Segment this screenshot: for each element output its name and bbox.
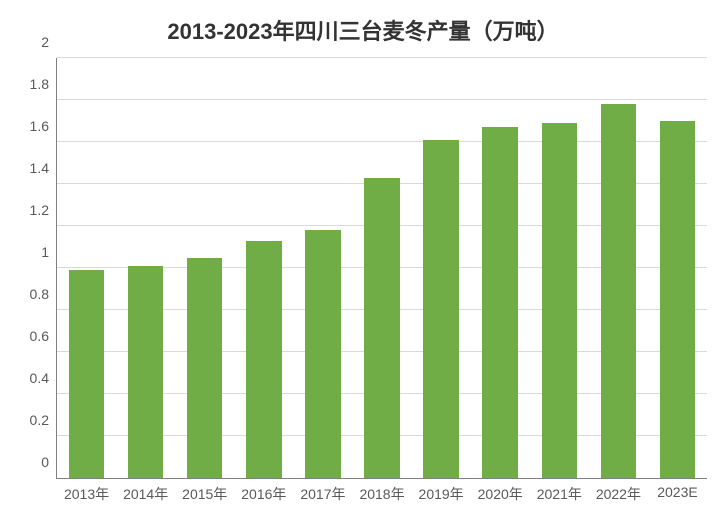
bar-slot bbox=[648, 58, 707, 478]
bar-slot bbox=[234, 58, 293, 478]
y-tick-label: 1.6 bbox=[30, 118, 57, 134]
y-tick-label: 0.8 bbox=[30, 286, 57, 302]
y-tick-label: 1.4 bbox=[30, 160, 57, 176]
y-tick-label: 1.8 bbox=[30, 76, 57, 92]
bar bbox=[128, 266, 163, 478]
y-tick-label: 1.2 bbox=[30, 202, 57, 218]
bar-slot bbox=[175, 58, 234, 478]
y-tick-label: 0.2 bbox=[30, 412, 57, 428]
y-tick-label: 1 bbox=[41, 244, 57, 260]
x-tick-label: 2018年 bbox=[352, 484, 411, 504]
bar bbox=[69, 270, 104, 478]
bar bbox=[660, 121, 695, 478]
x-tick-label: 2023E bbox=[648, 484, 707, 504]
x-tick-label: 2021年 bbox=[530, 484, 589, 504]
y-tick-label: 2 bbox=[41, 34, 57, 50]
bar bbox=[364, 178, 399, 478]
bar-slot bbox=[589, 58, 648, 478]
x-tick-label: 2019年 bbox=[412, 484, 471, 504]
bar bbox=[187, 258, 222, 479]
x-tick-label: 2014年 bbox=[116, 484, 175, 504]
bar-slot bbox=[530, 58, 589, 478]
plot-area: 2013年2014年2015年2016年2017年2018年2019年2020年… bbox=[56, 58, 707, 479]
x-tick-label: 2022年 bbox=[589, 484, 648, 504]
bar bbox=[601, 104, 636, 478]
y-tick-label: 0 bbox=[41, 454, 57, 470]
bar-slot bbox=[412, 58, 471, 478]
x-tick-label: 2017年 bbox=[293, 484, 352, 504]
bar bbox=[423, 140, 458, 478]
bars-group bbox=[57, 58, 707, 478]
bar bbox=[542, 123, 577, 478]
y-tick-label: 0.6 bbox=[30, 328, 57, 344]
chart-container: 2013-2023年四川三台麦冬产量（万吨） 2013年2014年2015年20… bbox=[0, 0, 726, 515]
x-axis-labels: 2013年2014年2015年2016年2017年2018年2019年2020年… bbox=[57, 478, 707, 504]
x-tick-label: 2020年 bbox=[471, 484, 530, 504]
y-tick-label: 0.4 bbox=[30, 370, 57, 386]
chart-title: 2013-2023年四川三台麦冬产量（万吨） bbox=[0, 14, 726, 46]
bar-slot bbox=[471, 58, 530, 478]
x-tick-label: 2016年 bbox=[234, 484, 293, 504]
bar-slot bbox=[352, 58, 411, 478]
bar-slot bbox=[293, 58, 352, 478]
x-tick-label: 2015年 bbox=[175, 484, 234, 504]
bar-slot bbox=[116, 58, 175, 478]
bar bbox=[305, 230, 340, 478]
bar bbox=[482, 127, 517, 478]
bar bbox=[246, 241, 281, 478]
bar-slot bbox=[57, 58, 116, 478]
x-tick-label: 2013年 bbox=[57, 484, 116, 504]
